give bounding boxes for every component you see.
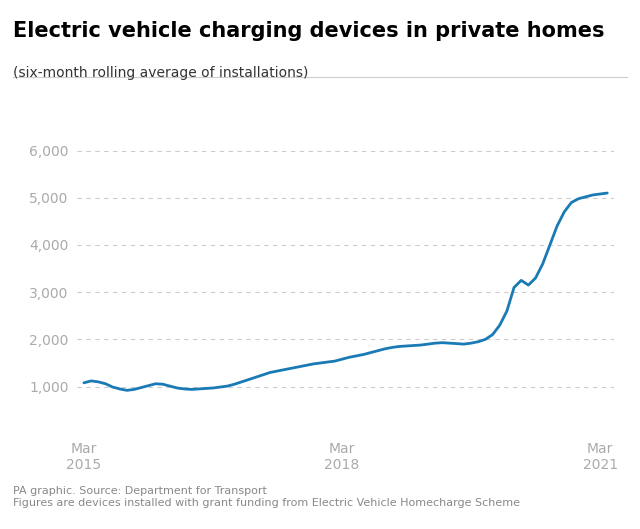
- Text: (six-month rolling average of installations): (six-month rolling average of installati…: [13, 66, 308, 80]
- Text: PA graphic. Source: Department for Transport
Figures are devices installed with : PA graphic. Source: Department for Trans…: [13, 486, 520, 508]
- Text: Electric vehicle charging devices in private homes: Electric vehicle charging devices in pri…: [13, 21, 604, 41]
